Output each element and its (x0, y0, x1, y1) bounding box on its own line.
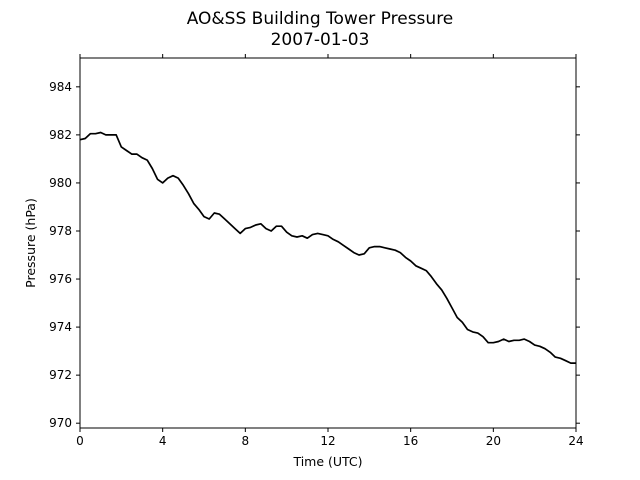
y-tick-label: 978 (49, 224, 72, 238)
y-tick-label: 970 (49, 416, 72, 430)
y-tick-label: 984 (49, 80, 72, 94)
chart-subtitle: 2007-01-03 (271, 30, 370, 50)
x-tick-label: 20 (486, 434, 501, 448)
x-tick-label: 16 (403, 434, 418, 448)
y-tick-label: 972 (49, 368, 72, 382)
x-tick-label: 0 (76, 434, 84, 448)
x-tick-label: 12 (320, 434, 335, 448)
plot-frame (79, 57, 577, 429)
y-tick-label: 982 (49, 128, 72, 142)
y-tick-label: 974 (49, 320, 72, 334)
pressure-series-line (79, 131, 576, 364)
y-tick-label: 976 (49, 272, 72, 286)
x-tick-label: 8 (242, 434, 250, 448)
x-tick-label: 4 (159, 434, 167, 448)
axis-ticks: 0 4 8 12 16 20 24 970 972 974 976 978 980 982 984 (49, 54, 584, 448)
chart-title: AO&SS Building Tower Pressure (187, 9, 454, 29)
x-tick-label: 24 (568, 434, 583, 448)
y-axis-label: Pressure (hPa) (23, 198, 38, 288)
x-axis-label: Time (UTC) (292, 454, 362, 469)
y-tick-label: 980 (49, 176, 72, 190)
